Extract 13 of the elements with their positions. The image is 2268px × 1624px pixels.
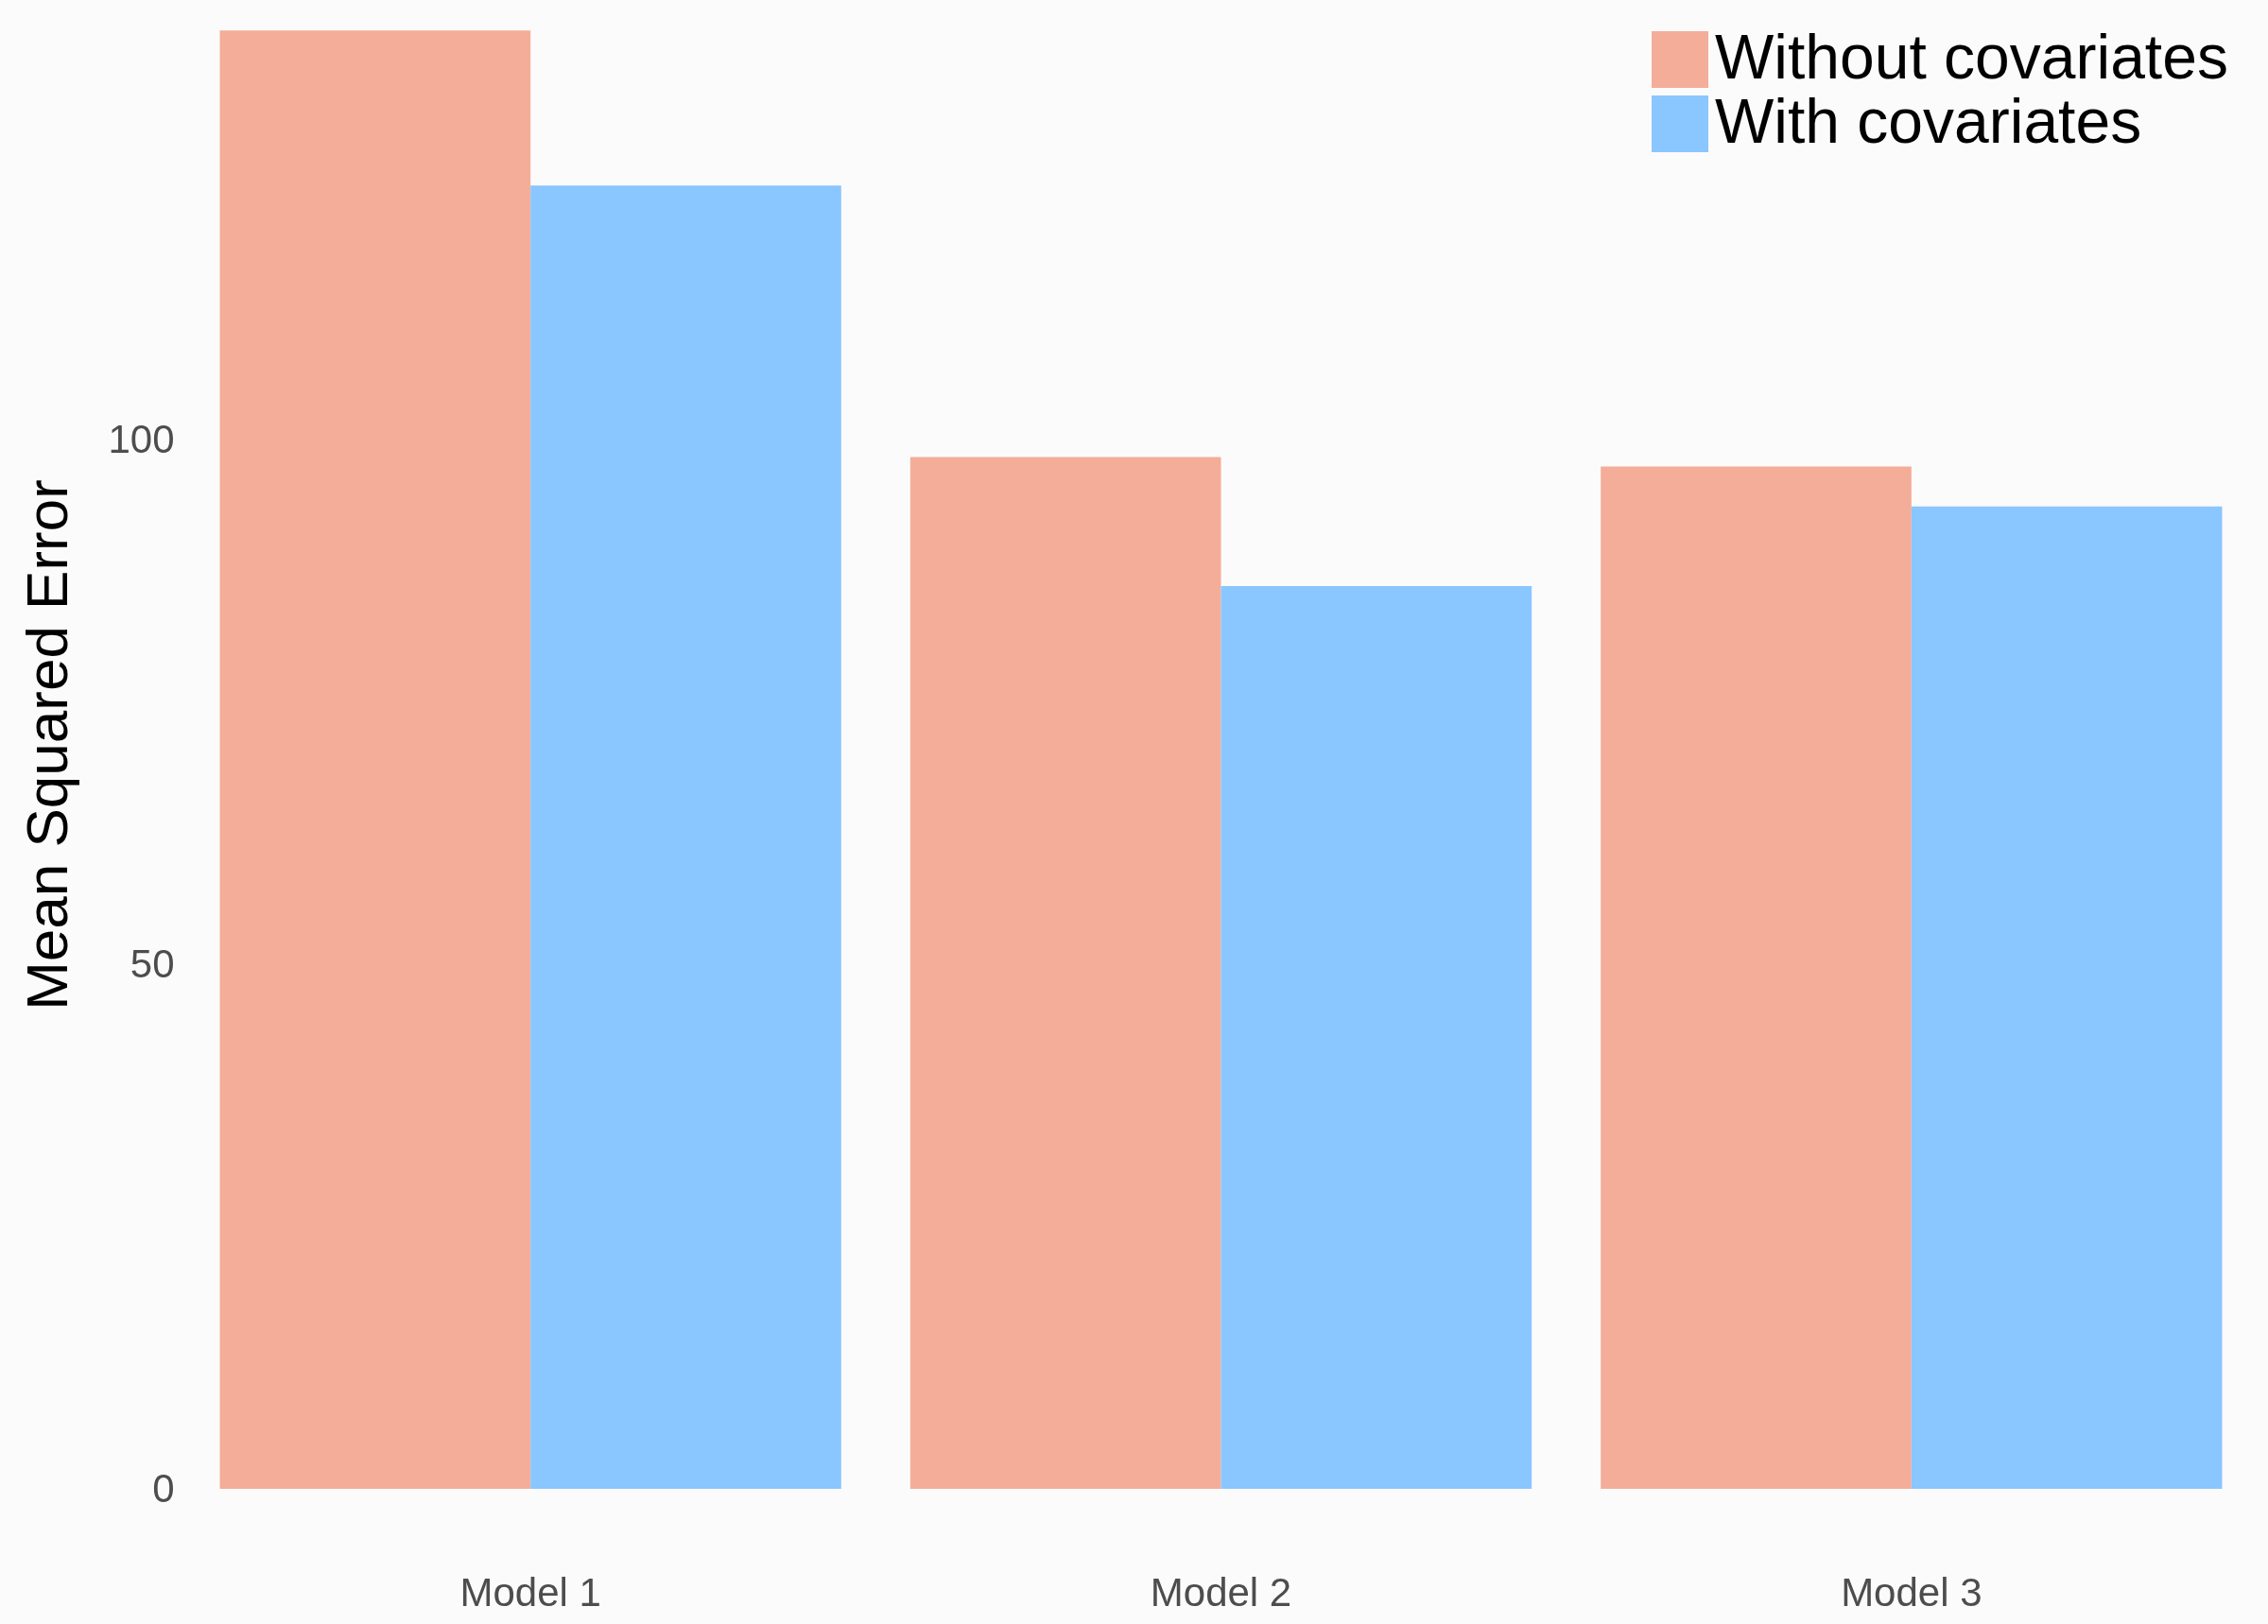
- bar: [909, 457, 1221, 1489]
- bar: [1221, 586, 1532, 1489]
- y-tick-label: 100: [108, 417, 175, 462]
- y-tick-label: 0: [152, 1465, 175, 1511]
- bar: [1911, 506, 2223, 1489]
- x-tick-label: Model 1: [459, 1569, 601, 1615]
- bar: [219, 30, 531, 1489]
- x-tick-label: Model 2: [1150, 1569, 1292, 1615]
- y-tick-label: 50: [130, 941, 175, 986]
- bar: [1601, 466, 1912, 1489]
- bar: [530, 185, 841, 1489]
- y-axis-title: Mean Squared Error: [14, 479, 80, 1011]
- x-tick-label: Model 3: [1841, 1569, 1982, 1615]
